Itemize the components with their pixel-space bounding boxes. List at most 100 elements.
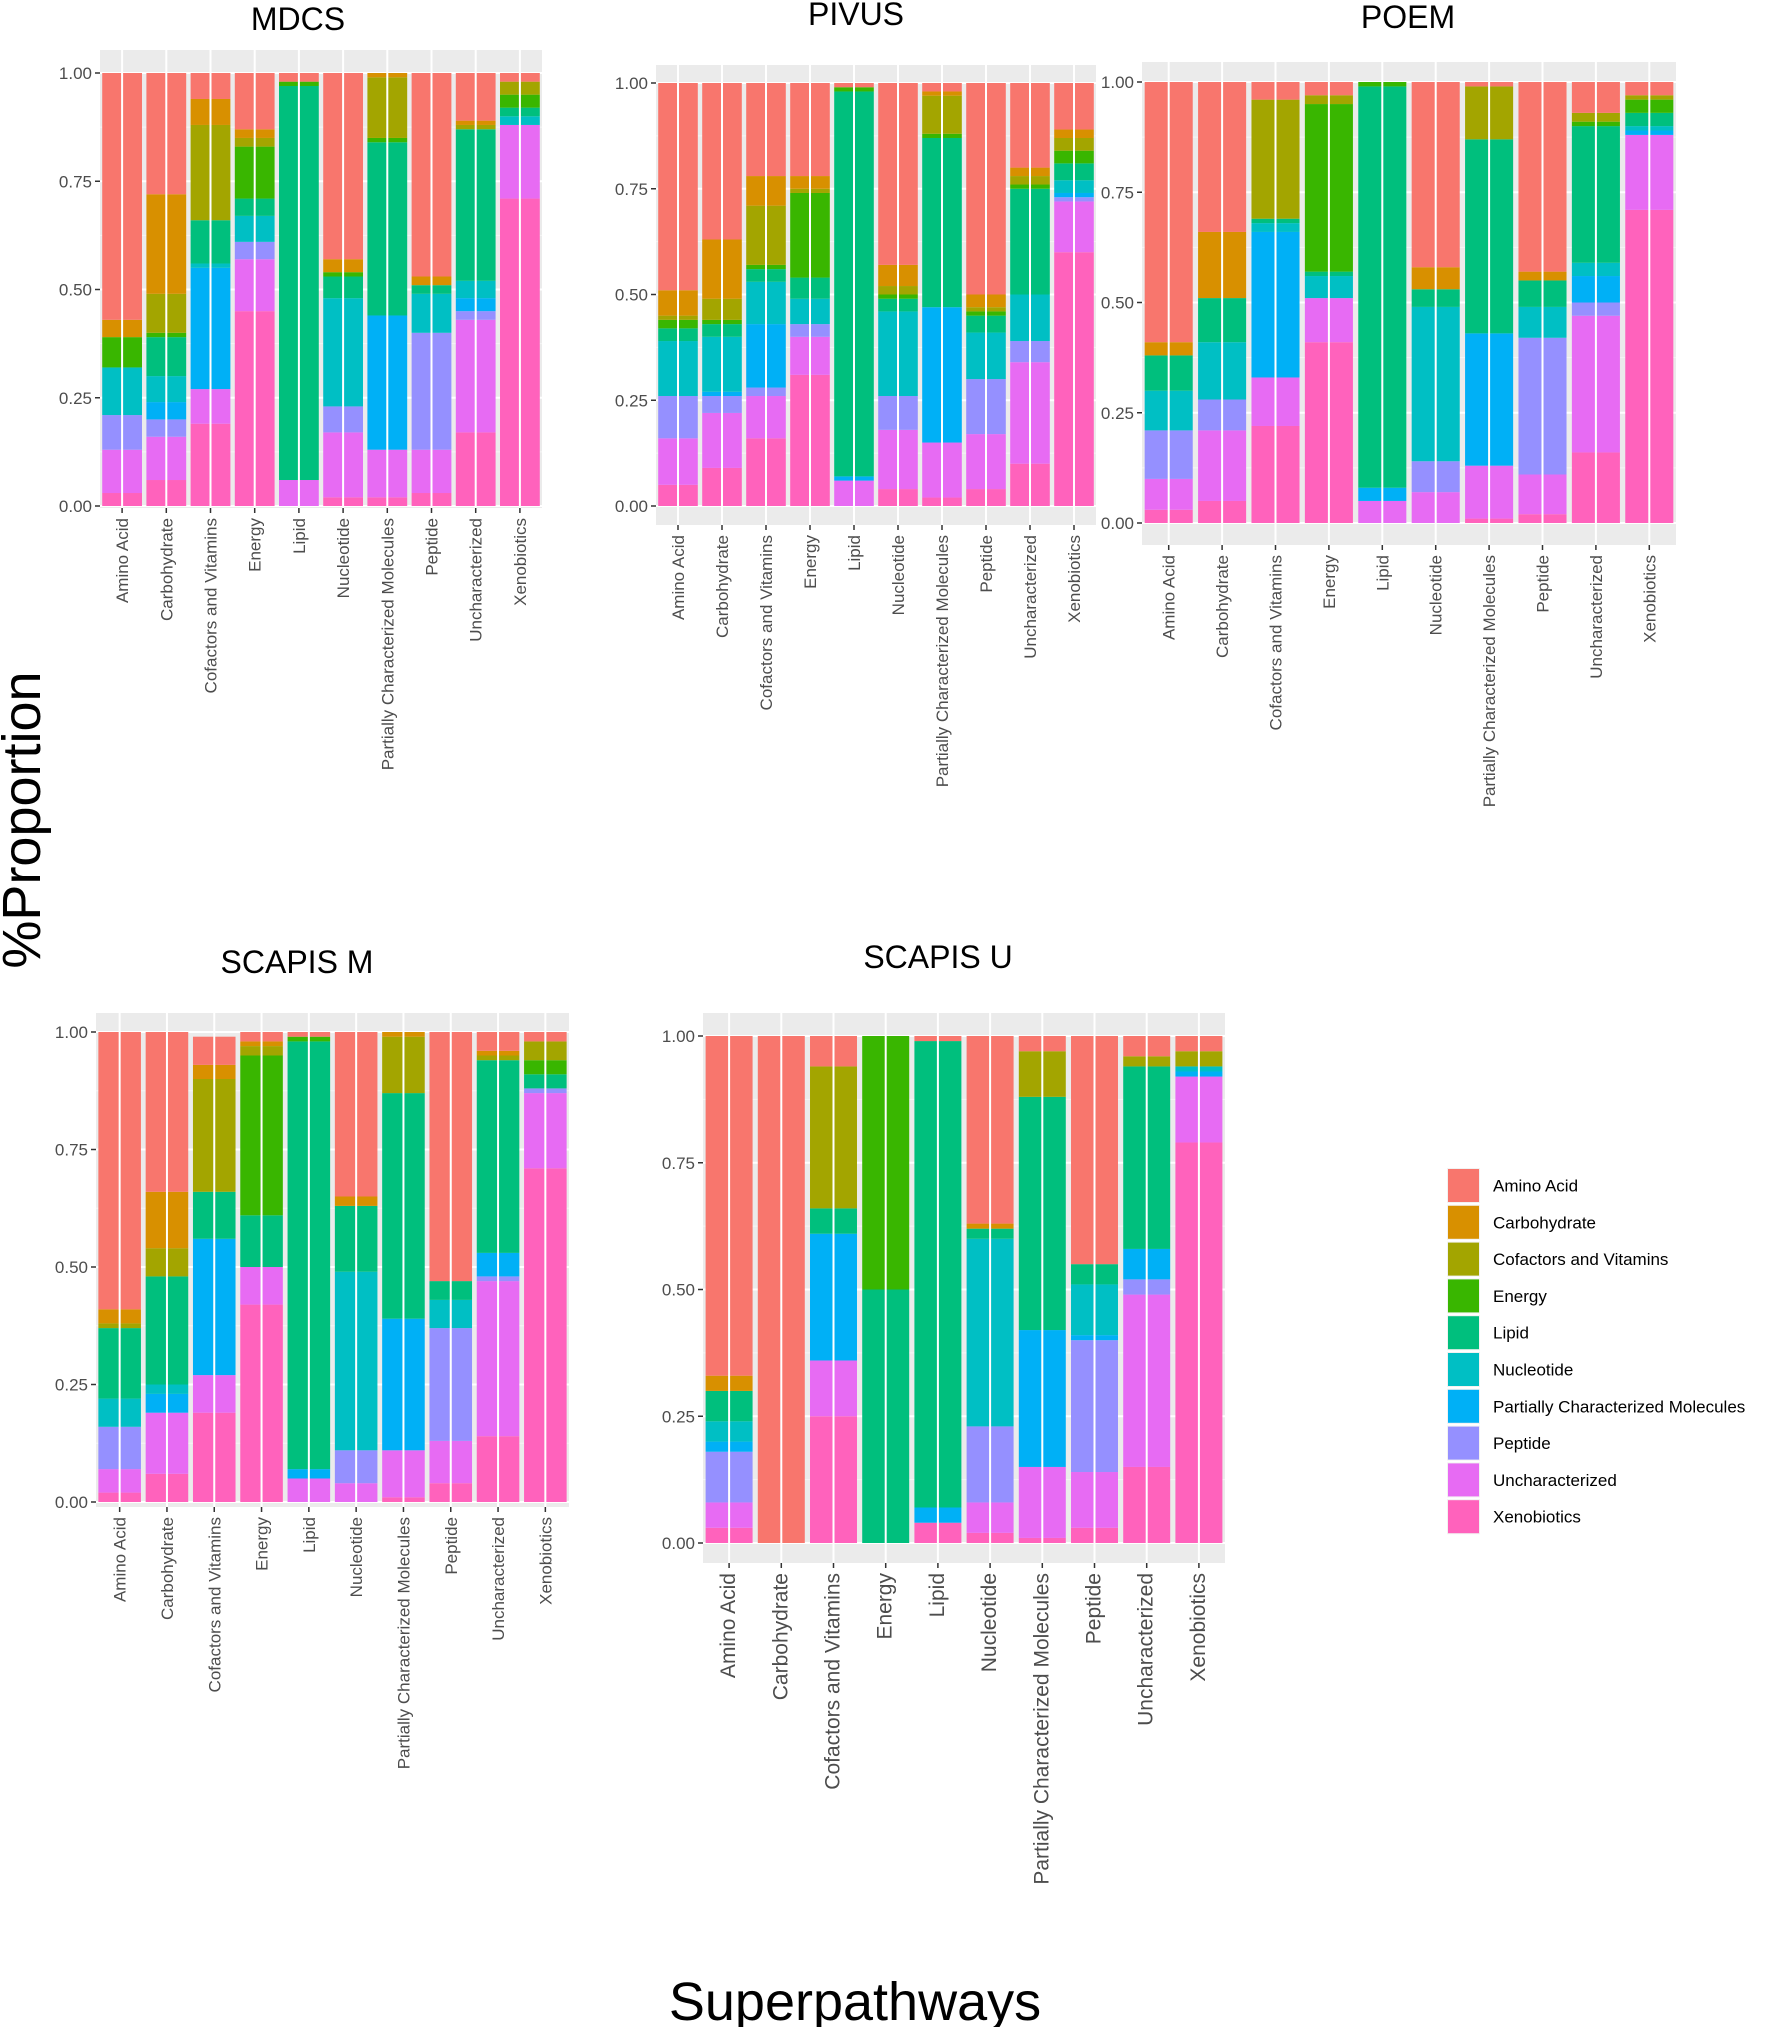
chart-title: SCAPIS M: [221, 944, 374, 980]
x-tick-label-partially-characterized-molecules: Partially Characterized Molecules: [1480, 555, 1499, 807]
y-tick-label: 0.50: [1101, 294, 1134, 313]
x-tick-label-nucleotide: Nucleotide: [1427, 555, 1446, 635]
x-tick-label-cofactors-and-vitamins: Cofactors and Vitamins: [205, 1517, 224, 1692]
legend-swatch-uncharacterized: [1448, 1463, 1479, 1497]
y-tick-label: 0.75: [1101, 183, 1134, 202]
x-tick-label-xenobiotics: Xenobiotics: [1187, 1573, 1210, 1682]
x-tick-label-nucleotide: Nucleotide: [978, 1573, 1001, 1672]
chart-panel-scapis-m: SCAPIS M 0.00 0.25 0.50 0.75 1.00 Amino Acid Ca…: [55, 944, 569, 1769]
x-tick-label-uncharacterized: Uncharacterized: [489, 1517, 508, 1641]
y-tick-label: 0.25: [55, 1376, 88, 1395]
x-tick-label-xenobiotics: Xenobiotics: [1640, 555, 1659, 643]
legend-swatch-lipid: [1448, 1316, 1479, 1350]
x-tick-label-peptide: Peptide: [1534, 555, 1553, 613]
x-tick-label-lipid: Lipid: [290, 518, 309, 554]
legend-swatch-carbohydrate: [1448, 1205, 1479, 1239]
legend-label-carbohydrate: Carbohydrate: [1493, 1213, 1596, 1232]
y-tick-label: 0.75: [59, 172, 92, 191]
x-tick-label-nucleotide: Nucleotide: [347, 1517, 366, 1597]
legend-label-peptide: Peptide: [1493, 1434, 1551, 1453]
chart-panel-mdcs: MDCS 0.00 0.25 0.50 0.75 1.00 Amino Acid Carboh…: [59, 1, 542, 770]
y-tick-label: 0.75: [55, 1141, 88, 1160]
x-tick-label-carbohydrate: Carbohydrate: [713, 535, 732, 638]
x-tick-label-xenobiotics: Xenobiotics: [536, 1517, 555, 1605]
x-tick-label-energy: Energy: [1320, 555, 1339, 609]
y-tick-label: 0.00: [1101, 514, 1134, 533]
legend-label-cofactors-and-vitamins: Cofactors and Vitamins: [1493, 1250, 1668, 1269]
y-tick-label: 1.00: [59, 64, 92, 83]
x-tick-label-lipid: Lipid: [926, 1573, 949, 1617]
x-tick-label-cofactors-and-vitamins: Cofactors and Vitamins: [757, 535, 776, 710]
x-tick-label-partially-characterized-molecules: Partially Characterized Molecules: [933, 535, 952, 787]
x-tick-label-amino-acid: Amino Acid: [113, 518, 132, 603]
x-tick-label-uncharacterized: Uncharacterized: [1587, 555, 1606, 679]
x-tick-label-carbohydrate: Carbohydrate: [1213, 555, 1232, 658]
legend-label-nucleotide: Nucleotide: [1493, 1361, 1573, 1380]
legend-swatch-cofactors-and-vitamins: [1448, 1242, 1479, 1276]
y-tick-label: 1.00: [662, 1027, 695, 1046]
legend-swatch-amino-acid: [1448, 1169, 1479, 1202]
legend-swatch-peptide: [1448, 1426, 1479, 1460]
legend-label-partially-characterized-molecules: Partially Characterized Molecules: [1493, 1397, 1745, 1416]
x-tick-label-cofactors-and-vitamins: Cofactors and Vitamins: [202, 518, 221, 693]
legend-swatch-partially-characterized-molecules: [1448, 1389, 1479, 1423]
legend-label-lipid: Lipid: [1493, 1324, 1529, 1343]
x-tick-label-partially-characterized-molecules: Partially Characterized Molecules: [378, 518, 397, 770]
legend-label-amino-acid: Amino Acid: [1493, 1177, 1578, 1196]
x-tick-label-xenobiotics: Xenobiotics: [1065, 535, 1084, 623]
x-tick-label-cofactors-and-vitamins: Cofactors and Vitamins: [1267, 555, 1286, 730]
y-tick-label: 0.00: [615, 497, 648, 516]
x-tick-label-energy: Energy: [801, 535, 820, 589]
y-tick-label: 0.25: [59, 389, 92, 408]
x-tick-label-uncharacterized: Uncharacterized: [1021, 535, 1040, 659]
legend-swatch-nucleotide: [1448, 1353, 1479, 1386]
chart-panel-scapis-u: SCAPIS U 0.00 0.25 0.50 0.75 1.00 Amino Acid Ca…: [662, 939, 1225, 1885]
x-tick-label-partially-characterized-molecules: Partially Characterized Molecules: [394, 1517, 413, 1769]
chart-title: POEM: [1361, 0, 1455, 35]
x-tick-label-cofactors-and-vitamins: Cofactors and Vitamins: [822, 1573, 845, 1790]
y-tick-label: 0.75: [615, 180, 648, 199]
y-tick-label: 0.25: [615, 391, 648, 410]
x-tick-label-energy: Energy: [874, 1573, 897, 1640]
y-tick-label: 1.00: [55, 1023, 88, 1042]
y-tick-label: 0.25: [1101, 404, 1134, 423]
chart-title: PIVUS: [808, 0, 904, 32]
figure-y-axis-label: %Proportion: [0, 671, 52, 968]
legend-label-xenobiotics: Xenobiotics: [1493, 1508, 1581, 1527]
y-tick-label: 0.50: [59, 281, 92, 300]
figure-x-axis-label: Superpathways: [669, 1972, 1041, 2027]
legend-label-energy: Energy: [1493, 1287, 1547, 1306]
x-tick-label-peptide: Peptide: [423, 518, 442, 576]
y-tick-label: 0.50: [615, 286, 648, 305]
x-tick-label-peptide: Peptide: [1083, 1573, 1106, 1644]
y-tick-label: 0.50: [55, 1258, 88, 1277]
y-tick-label: 1.00: [1101, 73, 1134, 92]
x-tick-label-carbohydrate: Carbohydrate: [158, 1517, 177, 1620]
chart-panel-poem: POEM 0.00 0.25 0.50 0.75 1.00 Amino Acid Carboh…: [1101, 0, 1676, 807]
y-tick-label: 0.00: [662, 1534, 695, 1553]
legend-label-uncharacterized: Uncharacterized: [1493, 1471, 1617, 1490]
y-tick-label: 0.00: [55, 1493, 88, 1512]
y-tick-label: 0.25: [662, 1407, 695, 1426]
y-tick-label: 1.00: [615, 74, 648, 93]
x-tick-label-amino-acid: Amino Acid: [717, 1573, 740, 1678]
x-tick-label-amino-acid: Amino Acid: [1160, 555, 1179, 640]
legend-swatch-xenobiotics: [1448, 1500, 1479, 1534]
chart-panels: MDCS 0.00 0.25 0.50 0.75 1.00 Amino Acid Carboh…: [55, 0, 1676, 1885]
x-tick-label-nucleotide: Nucleotide: [889, 535, 908, 615]
x-tick-label-lipid: Lipid: [300, 1517, 319, 1553]
x-tick-label-carbohydrate: Carbohydrate: [157, 518, 176, 621]
x-tick-label-partially-characterized-molecules: Partially Characterized Molecules: [1030, 1573, 1053, 1885]
chart-title: SCAPIS U: [863, 939, 1012, 975]
x-tick-label-uncharacterized: Uncharacterized: [467, 518, 486, 642]
x-tick-label-energy: Energy: [253, 1517, 272, 1571]
y-tick-label: 0.00: [59, 497, 92, 516]
x-tick-label-energy: Energy: [246, 518, 265, 572]
x-tick-label-amino-acid: Amino Acid: [111, 1517, 130, 1602]
y-tick-label: 0.50: [662, 1281, 695, 1300]
chart-title: MDCS: [251, 1, 345, 37]
legend-swatch-energy: [1448, 1279, 1479, 1313]
x-tick-label-amino-acid: Amino Acid: [669, 535, 688, 620]
x-tick-label-peptide: Peptide: [442, 1517, 461, 1575]
